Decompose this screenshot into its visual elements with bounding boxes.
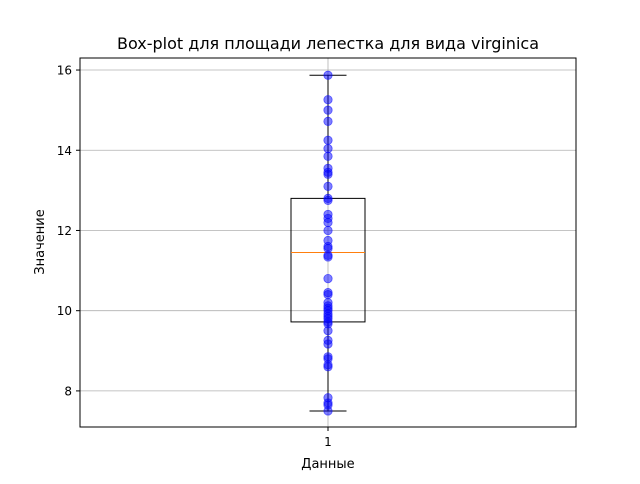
y-axis-label: Значение	[33, 209, 48, 274]
data-points	[323, 70, 333, 416]
x-axis-label: Данные	[301, 457, 354, 472]
data-point	[323, 298, 333, 308]
data-point	[323, 144, 333, 154]
x-tick-label: 1	[324, 435, 332, 449]
y-tick-label: 8	[64, 384, 72, 398]
data-point	[323, 151, 333, 161]
data-point	[323, 181, 333, 191]
y-tick-label: 10	[57, 304, 72, 318]
data-point	[323, 288, 333, 298]
data-point	[323, 193, 333, 203]
data-point	[323, 116, 333, 126]
y-tick-label: 12	[57, 224, 72, 238]
axes: 8 10 12 14 16 1	[57, 64, 332, 449]
data-point	[323, 335, 333, 345]
data-point	[323, 209, 333, 220]
y-tick-label: 16	[57, 64, 72, 78]
data-point	[323, 105, 333, 115]
data-point	[323, 163, 333, 173]
data-point	[323, 95, 333, 105]
y-tick-label: 14	[57, 144, 72, 158]
data-point	[323, 135, 333, 145]
data-point	[323, 225, 333, 236]
chart-title: Box-plot для площади лепестка для вида v…	[117, 34, 539, 53]
data-point	[323, 393, 333, 403]
data-point	[323, 273, 333, 284]
data-point	[323, 70, 333, 80]
data-point	[323, 235, 333, 246]
data-point	[323, 352, 333, 362]
